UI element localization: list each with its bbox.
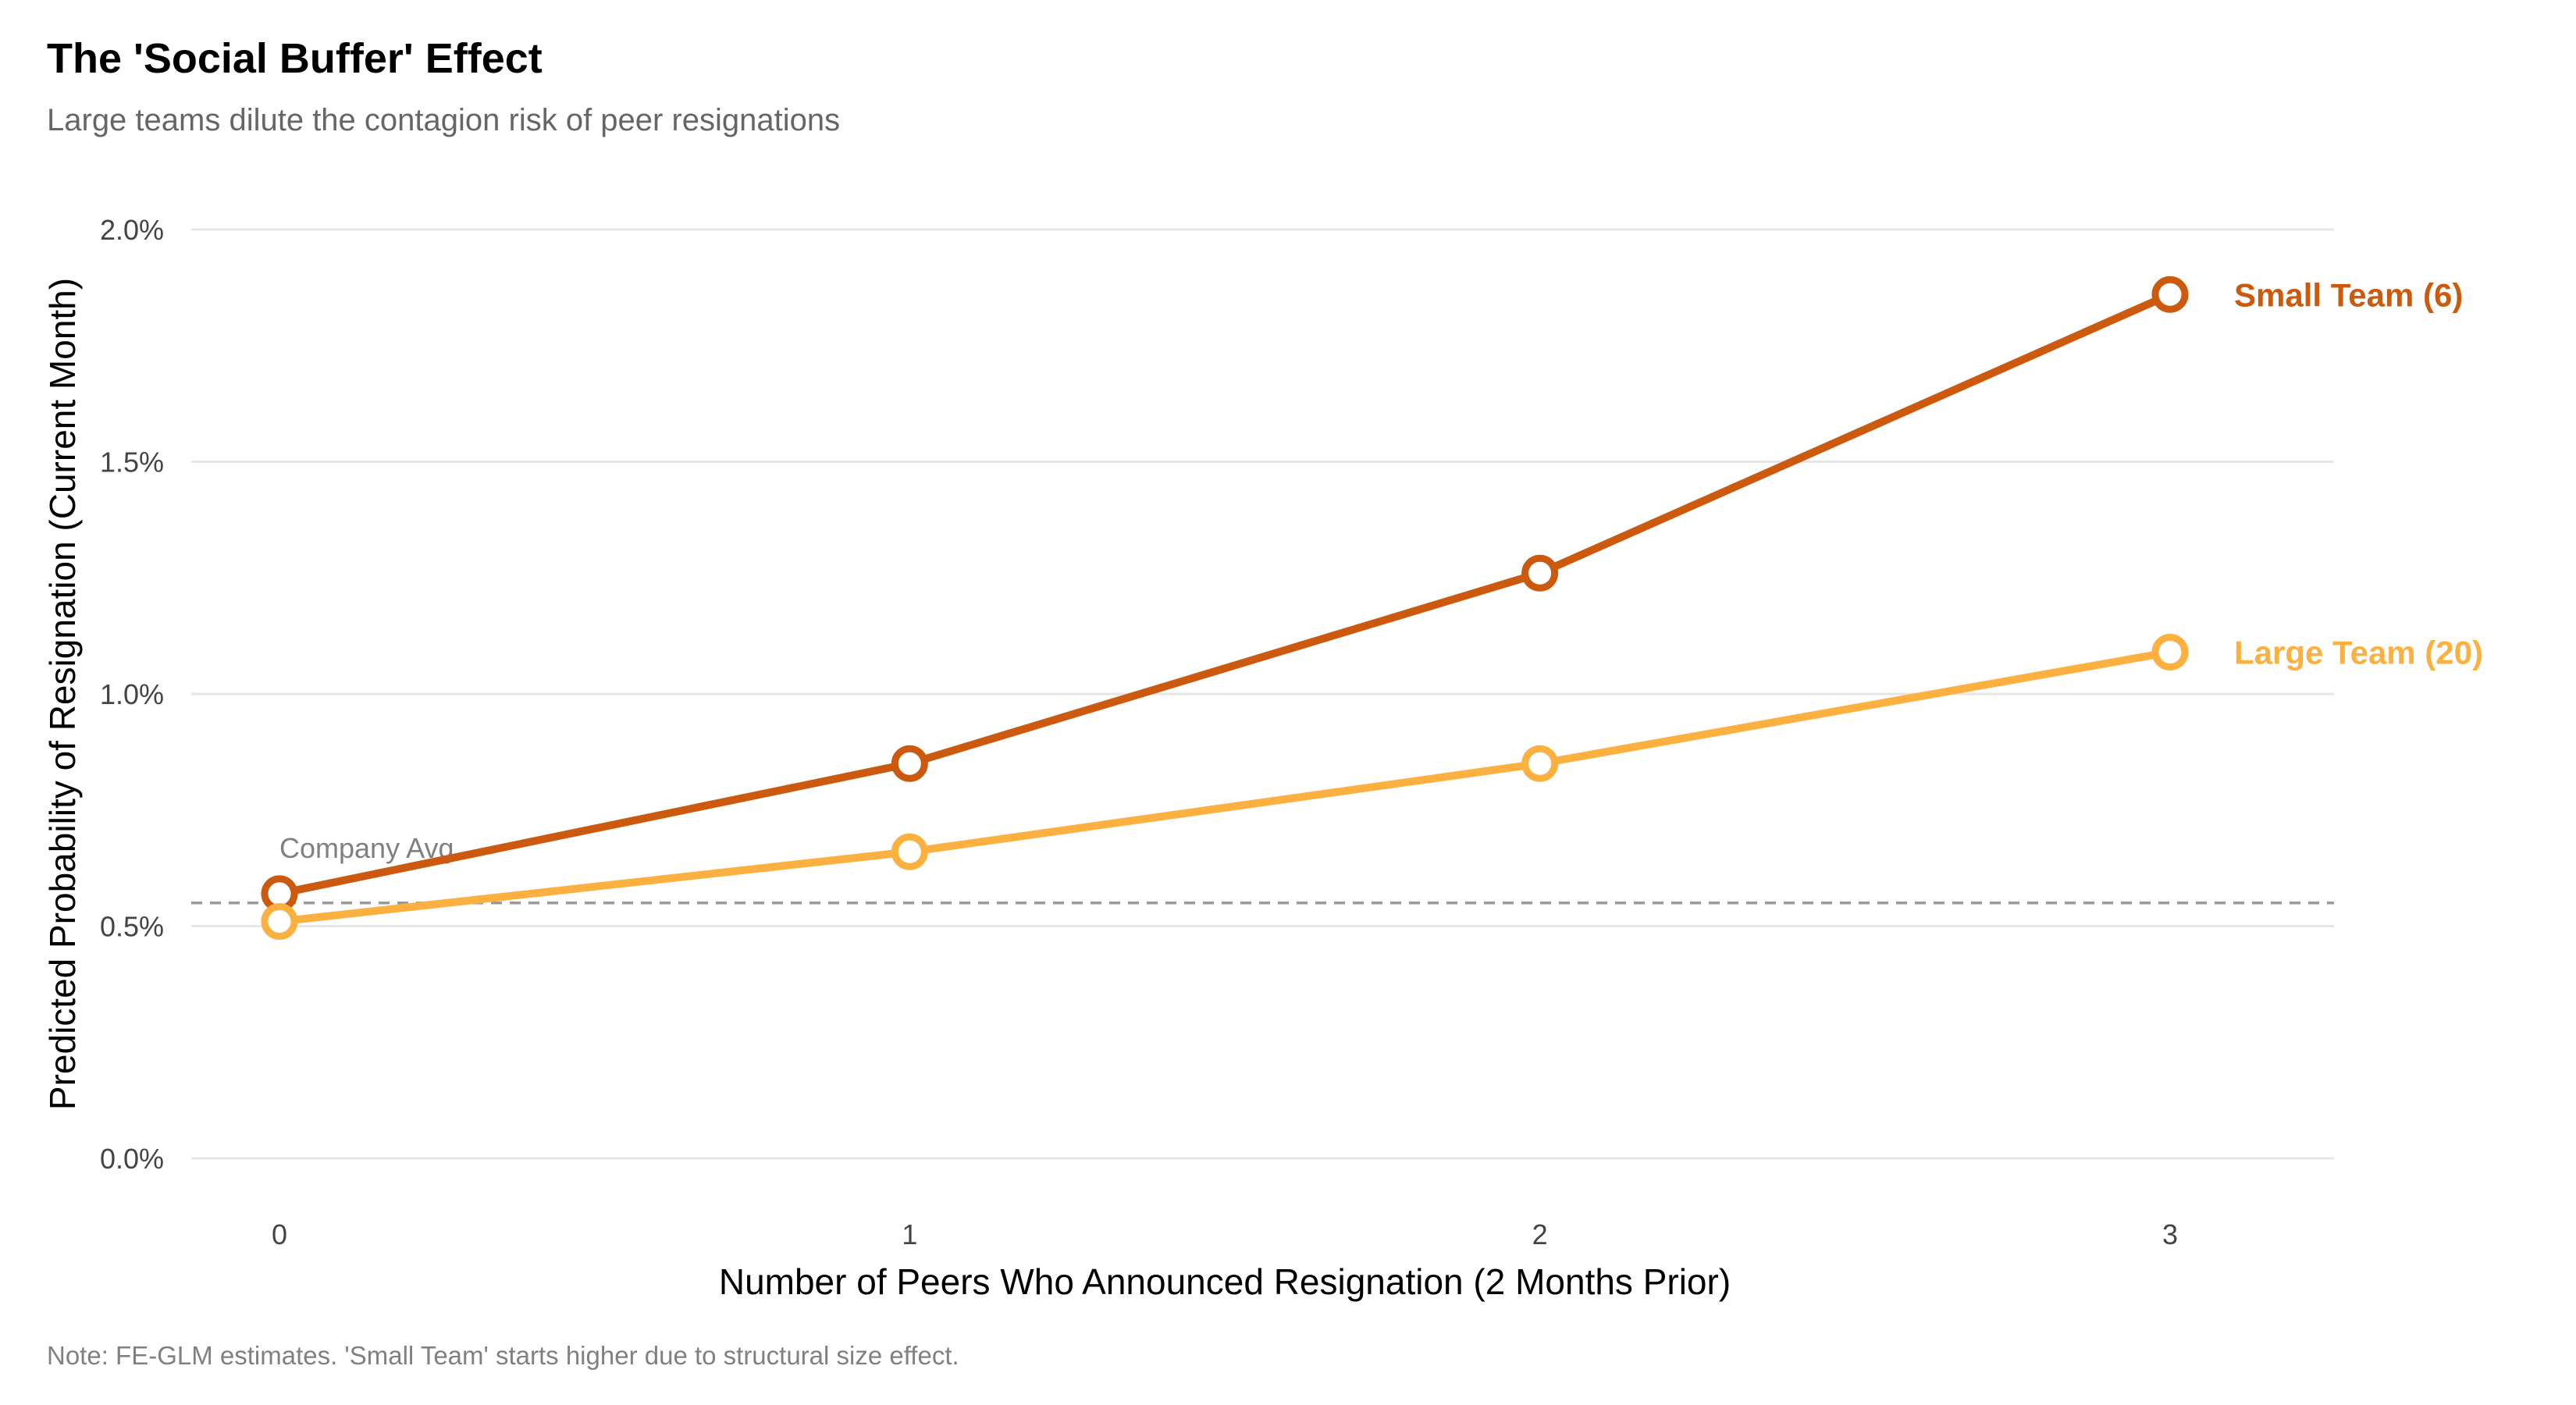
series-line [276, 648, 2174, 926]
series-lines [276, 290, 2174, 926]
y-tick-label: 0.0% [100, 1143, 164, 1175]
x-tick-label: 1 [902, 1218, 917, 1250]
chart-note: Note: FE-GLM estimates. 'Small Team' sta… [47, 1341, 959, 1370]
x-axis-ticks: 0 1 2 3 [272, 1218, 2178, 1250]
x-axis-title: Number of Peers Who Announced Resignatio… [719, 1261, 1731, 1302]
data-point [1521, 745, 1559, 782]
chart-subtitle: Large teams dilute the contagion risk of… [47, 103, 841, 137]
y-axis-title: Predicted Probability of Resignation (Cu… [42, 278, 83, 1110]
x-tick-label: 0 [272, 1218, 287, 1250]
data-point [891, 745, 928, 782]
series-end-label: Large Team (20) [2234, 634, 2483, 670]
chart-title: The 'Social Buffer' Effect [47, 35, 543, 82]
x-tick-label: 3 [2162, 1218, 2178, 1250]
data-point [1521, 554, 1559, 592]
y-tick-label: 0.5% [100, 911, 164, 943]
series-points [261, 276, 2189, 941]
data-point [2151, 276, 2189, 313]
y-axis-ticks: 0.0% 0.5% 1.0% 1.5% 2.0% [100, 214, 164, 1175]
series-labels: Small Team (6) Large Team (20) [2234, 276, 2483, 670]
y-tick-label: 1.0% [100, 678, 164, 710]
series-line [276, 290, 2174, 898]
data-point [891, 833, 928, 870]
y-tick-label: 1.5% [100, 446, 164, 478]
x-tick-label: 2 [1532, 1218, 1548, 1250]
data-point [2151, 633, 2189, 670]
gridlines [191, 228, 2334, 1160]
data-point [261, 903, 298, 941]
y-tick-label: 2.0% [100, 214, 164, 246]
series-end-label: Small Team (6) [2234, 276, 2463, 313]
